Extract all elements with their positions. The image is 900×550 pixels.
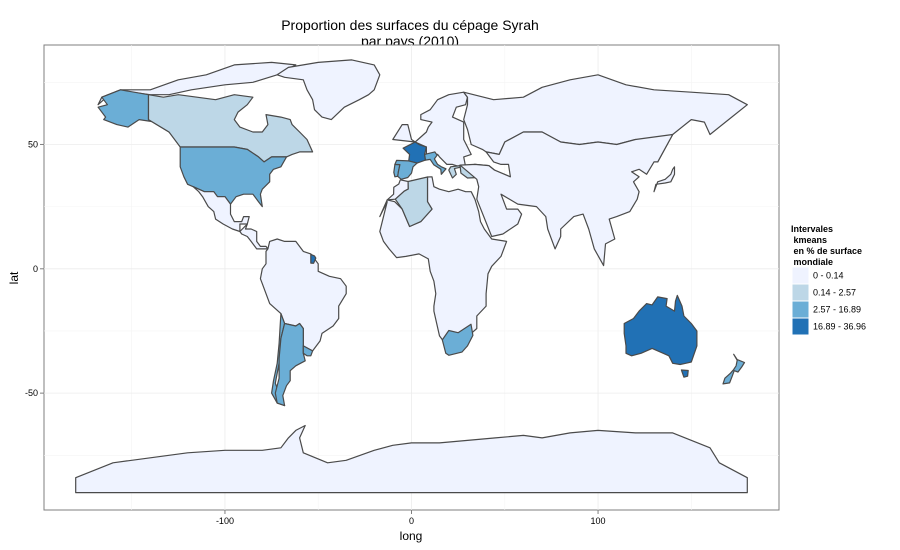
country-greece [448, 165, 461, 179]
country-south-america-other [259, 238, 347, 352]
country-central-america [239, 223, 269, 250]
y-axis-ticks: 50 0 -50 [25, 139, 44, 398]
legend-key-label: 16.89 - 36.96 [813, 322, 866, 332]
country-europe-other [392, 91, 472, 168]
country-asia-other [459, 131, 674, 267]
legend-key-swatch [791, 317, 810, 336]
country-japan [653, 166, 676, 193]
country-south-africa [441, 323, 474, 356]
country-uruguay [302, 345, 314, 357]
x-tick-label: -100 [216, 516, 234, 526]
legend-key-swatch [791, 266, 810, 285]
country-australia [623, 294, 698, 366]
y-axis-label: lat [7, 271, 21, 284]
country-italy [424, 151, 447, 175]
country-antarctica [75, 424, 748, 494]
country-mexico [192, 186, 250, 233]
legend-key-swatch [791, 283, 810, 302]
x-axis-label: long [400, 529, 423, 543]
country-argentina [274, 322, 306, 407]
legend-title-line2: kmeans [791, 235, 827, 245]
y-tick-label: -50 [25, 388, 38, 398]
legend-title-line1: Intervales [791, 224, 833, 234]
y-tick-label: 0 [33, 264, 38, 274]
y-tick-label: 50 [28, 139, 38, 149]
country-polygons [75, 59, 748, 494]
x-tick-label: 100 [591, 516, 606, 526]
legend-title-line4: mondiale [791, 257, 833, 267]
legend: Intervales kmeans en % de surface mondia… [791, 224, 866, 336]
x-axis-ticks: -100 0 100 [216, 510, 606, 526]
country-new-zealand [722, 353, 746, 385]
country-greenland [276, 59, 381, 121]
legend-title-line3: en % de surface [791, 246, 862, 256]
chart-title-line1: Proportion des surfaces du cépage Syrah [281, 17, 539, 33]
x-tick-label: 0 [409, 516, 414, 526]
legend-key-label: 0 - 0.14 [813, 271, 844, 281]
legend-key-label: 2.57 - 16.89 [813, 305, 861, 315]
country-tasmania-australia [680, 369, 689, 378]
country-spain [394, 159, 418, 180]
legend-key-label: 0.14 - 2.57 [813, 288, 856, 298]
country-french-guiana [310, 253, 317, 264]
legend-key-swatch [791, 300, 810, 319]
country-algeria [394, 176, 433, 228]
